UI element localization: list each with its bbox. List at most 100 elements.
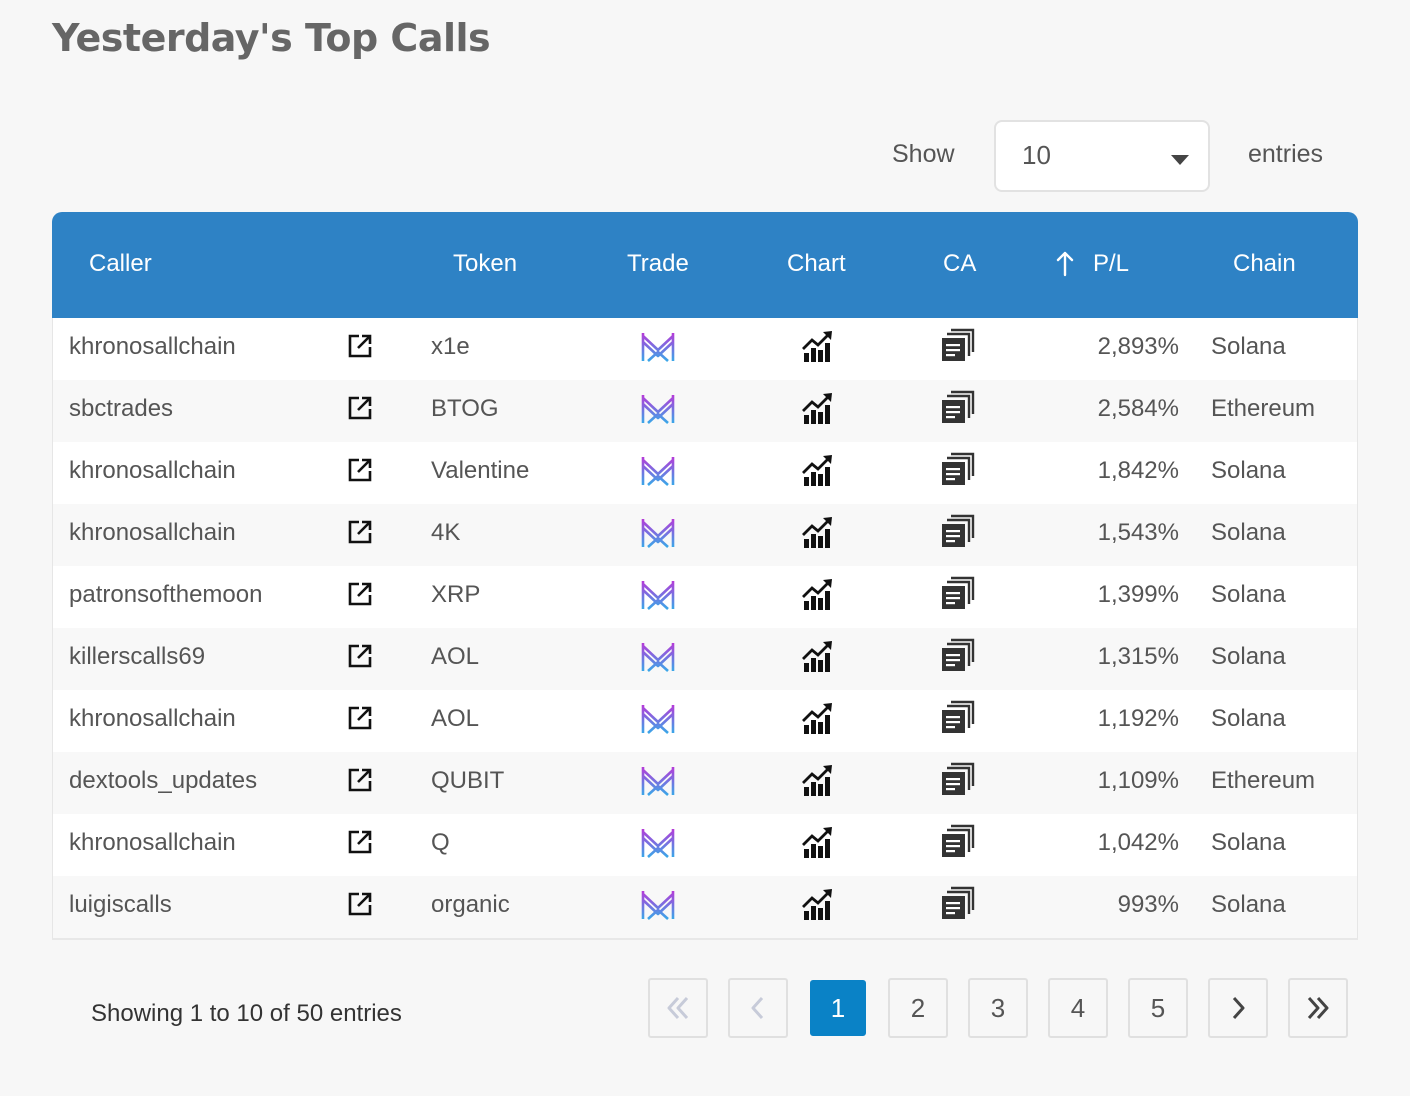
chain-name: Solana xyxy=(1211,891,1286,918)
header-pl[interactable]: P/L xyxy=(1055,250,1129,278)
page-button-2[interactable]: 2 xyxy=(888,978,948,1038)
copy-icon[interactable] xyxy=(941,886,975,920)
page-title: Yesterday's Top Calls xyxy=(52,16,491,60)
pl-value: 1,192% xyxy=(1097,705,1179,732)
table-info: Showing 1 to 10 of 50 entries xyxy=(91,1000,402,1027)
caller-name: sbctrades xyxy=(69,395,174,422)
chart-icon[interactable] xyxy=(801,329,835,363)
show-label: Show xyxy=(892,140,955,168)
external-link-icon[interactable] xyxy=(346,518,374,546)
copy-icon[interactable] xyxy=(941,576,975,610)
double-chevron-left-icon xyxy=(667,996,689,1020)
token-name: Q xyxy=(431,829,450,856)
caller-name: khronosallchain xyxy=(69,705,236,732)
pl-value: 993% xyxy=(1117,891,1179,918)
copy-icon[interactable] xyxy=(941,514,975,548)
chart-icon[interactable] xyxy=(801,763,835,797)
page-button-1[interactable]: 1 xyxy=(810,980,866,1036)
calls-table: Caller Token Trade Chart CA P/L Chain kh… xyxy=(52,212,1358,940)
chevron-right-icon xyxy=(1232,996,1245,1020)
next-page-button[interactable] xyxy=(1208,978,1268,1038)
copy-icon[interactable] xyxy=(941,390,975,424)
copy-icon[interactable] xyxy=(941,762,975,796)
table-row: khronosallchain 4K xyxy=(53,504,1357,566)
entries-select[interactable]: 10 xyxy=(994,120,1210,192)
prev-page-button[interactable] xyxy=(728,978,788,1038)
header-ca[interactable]: CA xyxy=(943,250,977,277)
caller-name: luigiscalls xyxy=(69,891,172,918)
token-name: Valentine xyxy=(431,457,530,484)
trade-logo-icon[interactable] xyxy=(639,514,677,552)
header-chain[interactable]: Chain xyxy=(1233,250,1296,277)
external-link-icon[interactable] xyxy=(346,394,374,422)
trade-logo-icon[interactable] xyxy=(639,328,677,366)
chart-icon[interactable] xyxy=(801,453,835,487)
pl-value: 1,042% xyxy=(1097,829,1179,856)
trade-logo-icon[interactable] xyxy=(639,700,677,738)
caller-name: khronosallchain xyxy=(69,519,236,546)
header-token[interactable]: Token xyxy=(453,250,518,277)
chain-name: Solana xyxy=(1211,581,1286,608)
chain-name: Solana xyxy=(1211,519,1286,546)
chain-name: Solana xyxy=(1211,333,1286,360)
chain-name: Solana xyxy=(1211,829,1286,856)
chart-icon[interactable] xyxy=(801,391,835,425)
trade-logo-icon[interactable] xyxy=(639,390,677,428)
pl-value: 1,842% xyxy=(1097,457,1179,484)
header-caller[interactable]: Caller xyxy=(89,250,152,277)
last-page-button[interactable] xyxy=(1288,978,1348,1038)
chart-icon[interactable] xyxy=(801,577,835,611)
first-page-button[interactable] xyxy=(648,978,708,1038)
external-link-icon[interactable] xyxy=(346,704,374,732)
table-row: khronosallchain AOL xyxy=(53,690,1357,752)
chart-icon[interactable] xyxy=(801,701,835,735)
table-row: patronsofthemoon XRP xyxy=(53,566,1357,628)
trade-logo-icon[interactable] xyxy=(639,576,677,614)
table-row: killerscalls69 AOL xyxy=(53,628,1357,690)
chain-name: Ethereum xyxy=(1211,395,1316,422)
chart-icon[interactable] xyxy=(801,515,835,549)
copy-icon[interactable] xyxy=(941,328,975,362)
chart-icon[interactable] xyxy=(801,639,835,673)
header-trade[interactable]: Trade xyxy=(627,250,689,277)
copy-icon[interactable] xyxy=(941,638,975,672)
page-button-3[interactable]: 3 xyxy=(968,978,1028,1038)
table-row: dextools_updates QUBIT xyxy=(53,752,1357,814)
trade-logo-icon[interactable] xyxy=(639,824,677,862)
caller-name: khronosallchain xyxy=(69,457,236,484)
token-name: 4K xyxy=(431,519,461,546)
entries-label: entries xyxy=(1248,140,1324,168)
external-link-icon[interactable] xyxy=(346,332,374,360)
page-button-5[interactable]: 5 xyxy=(1128,978,1188,1038)
copy-icon[interactable] xyxy=(941,824,975,858)
external-link-icon[interactable] xyxy=(346,766,374,794)
pagination: 1 2 3 4 5 xyxy=(0,978,1410,1038)
token-name: XRP xyxy=(431,581,481,608)
external-link-icon[interactable] xyxy=(346,642,374,670)
external-link-icon[interactable] xyxy=(346,828,374,856)
double-chevron-right-icon xyxy=(1307,996,1329,1020)
table-row: khronosallchain Valentine xyxy=(53,442,1357,504)
caller-name: patronsofthemoon xyxy=(69,581,263,608)
entries-length-control: Show 10 entries xyxy=(0,120,1410,192)
token-name: AOL xyxy=(431,705,480,732)
chart-icon[interactable] xyxy=(801,825,835,859)
header-chart[interactable]: Chart xyxy=(787,250,846,277)
external-link-icon[interactable] xyxy=(346,890,374,918)
copy-icon[interactable] xyxy=(941,452,975,486)
trade-logo-icon[interactable] xyxy=(639,762,677,800)
caller-name: killerscalls69 xyxy=(69,643,206,670)
trade-logo-icon[interactable] xyxy=(639,452,677,490)
external-link-icon[interactable] xyxy=(346,456,374,484)
external-link-icon[interactable] xyxy=(346,580,374,608)
arrow-up-icon xyxy=(1056,251,1074,277)
chain-name: Ethereum xyxy=(1211,767,1316,794)
trade-logo-icon[interactable] xyxy=(639,638,677,676)
copy-icon[interactable] xyxy=(941,700,975,734)
trade-logo-icon[interactable] xyxy=(639,886,677,924)
table-header: Caller Token Trade Chart CA P/L Chain xyxy=(52,212,1358,318)
entries-select-value: 10 xyxy=(1022,140,1051,170)
chain-name: Solana xyxy=(1211,457,1286,484)
page-button-4[interactable]: 4 xyxy=(1048,978,1108,1038)
chart-icon[interactable] xyxy=(801,887,835,921)
